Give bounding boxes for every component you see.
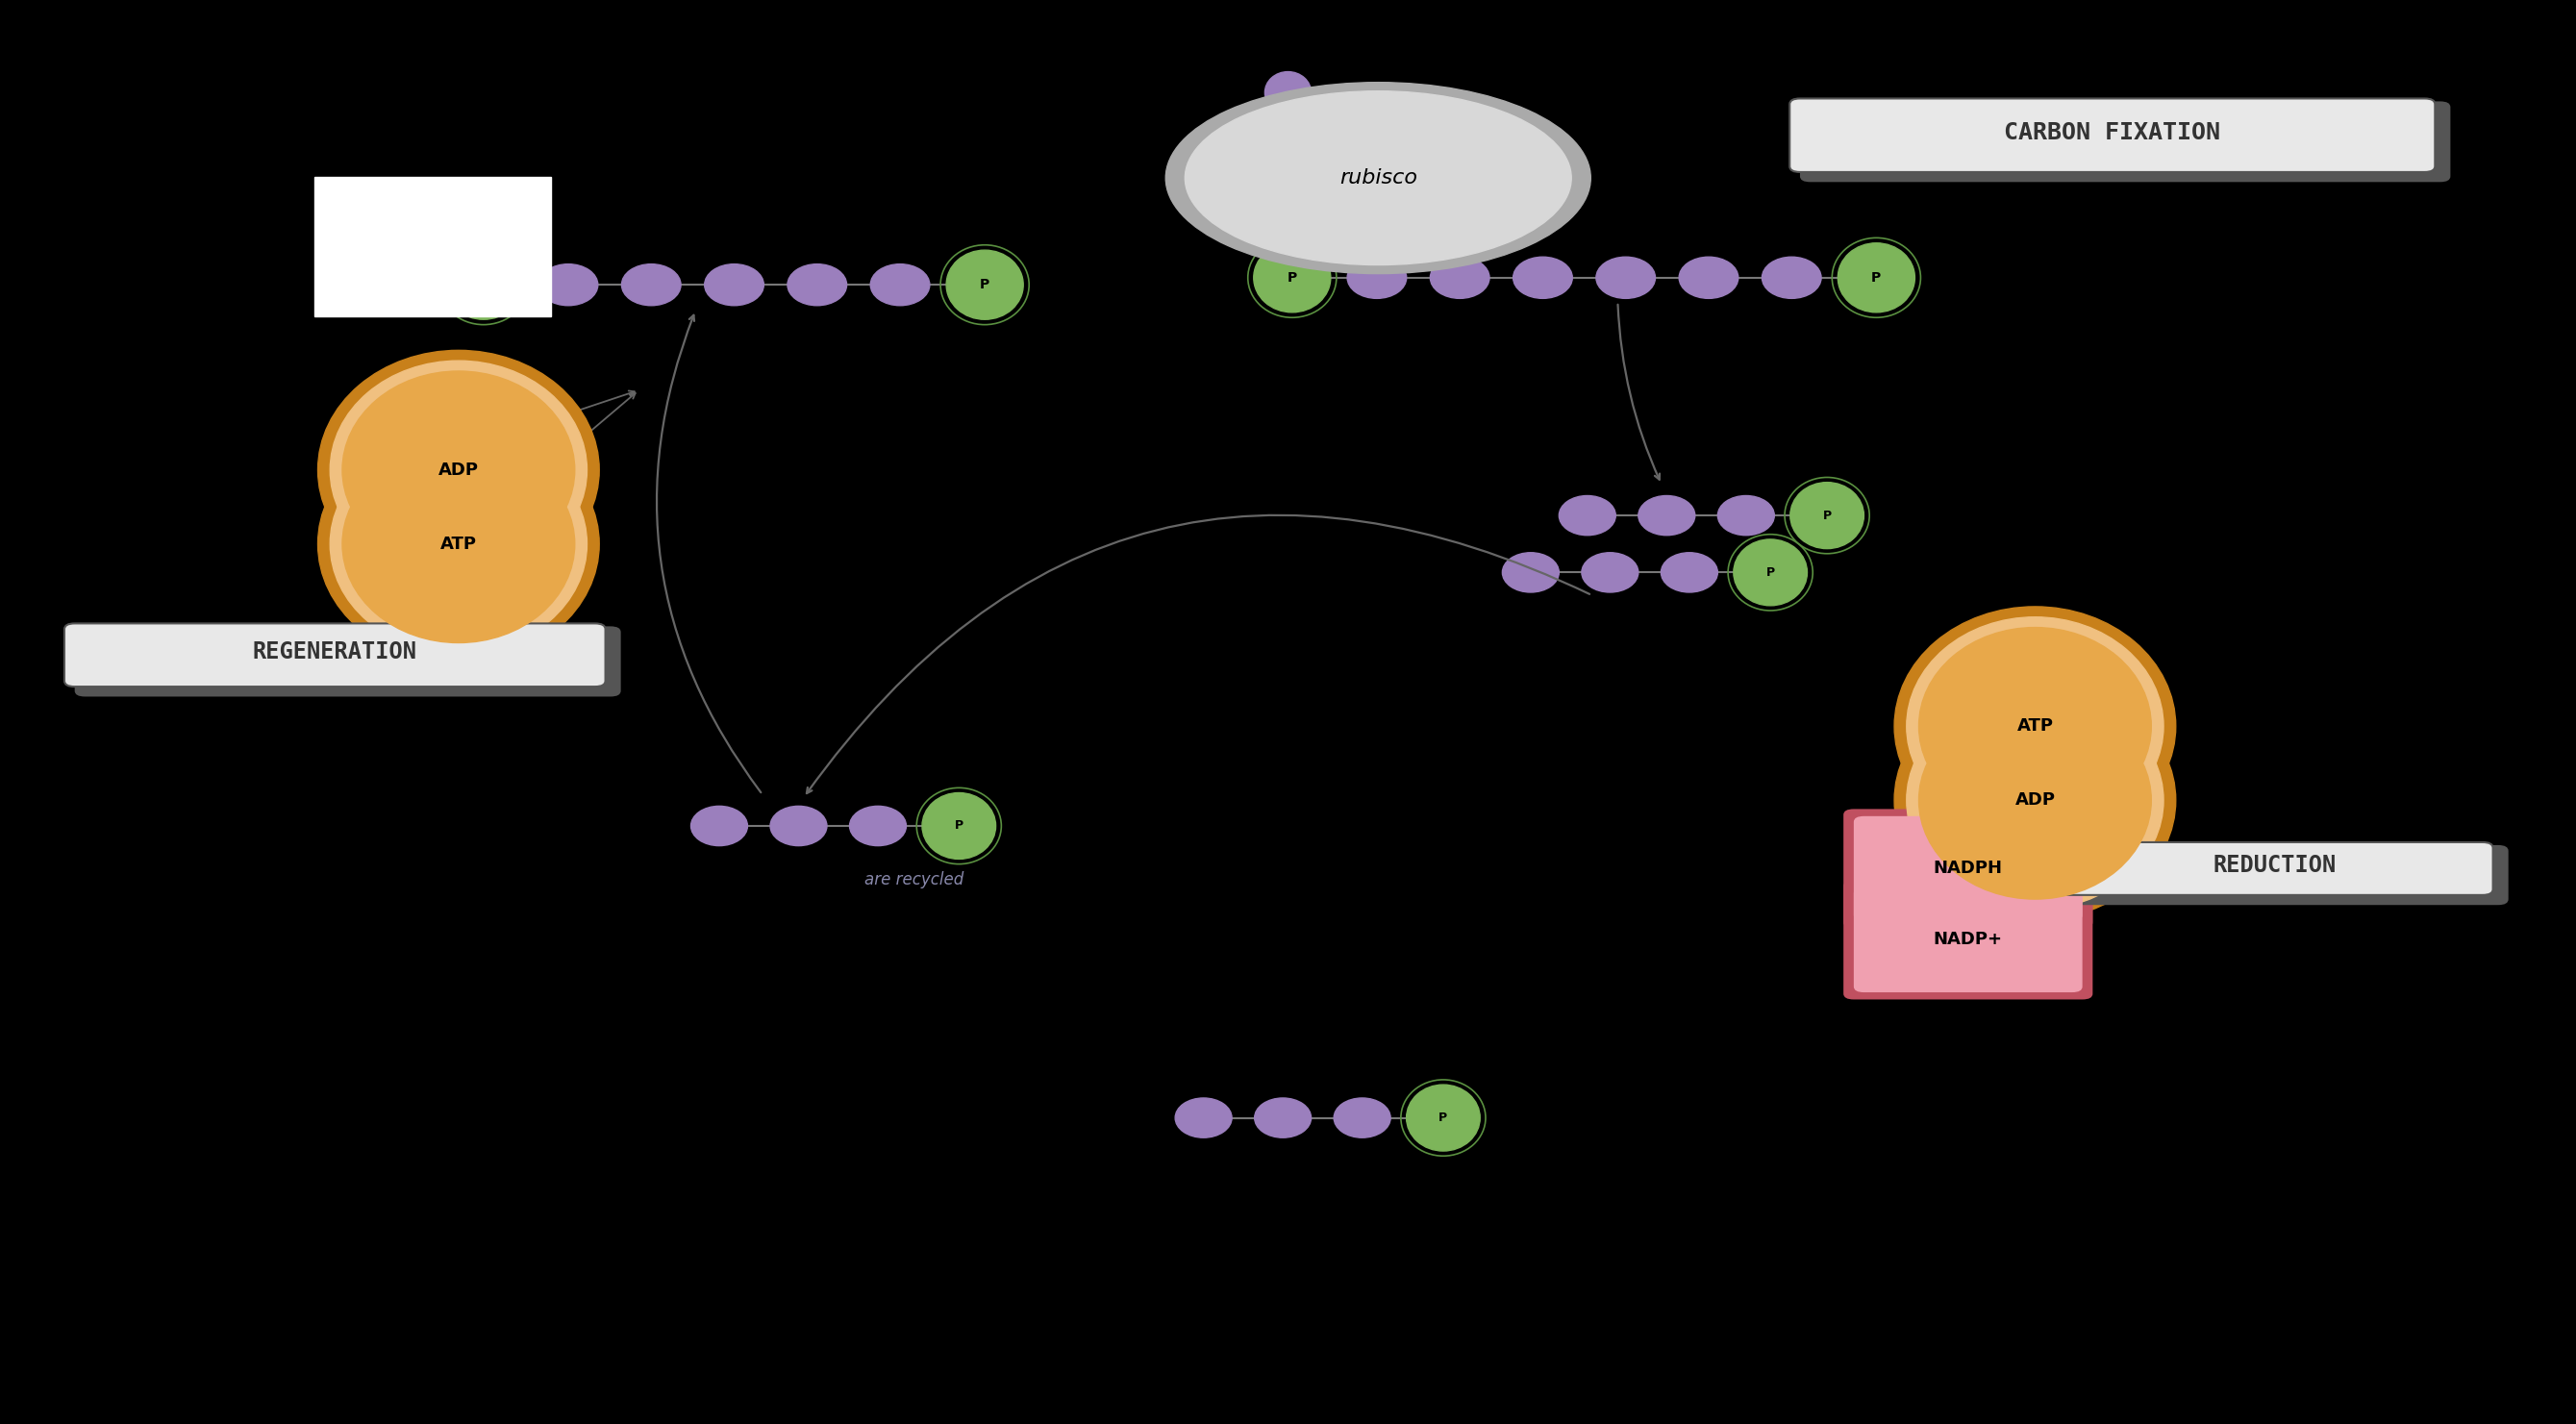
Ellipse shape: [1512, 256, 1571, 299]
Ellipse shape: [343, 446, 574, 642]
Text: ATP: ATP: [2017, 718, 2053, 735]
Ellipse shape: [690, 806, 747, 846]
Ellipse shape: [317, 424, 600, 664]
FancyBboxPatch shape: [1801, 101, 2450, 182]
Ellipse shape: [1893, 607, 2177, 846]
Ellipse shape: [1255, 1098, 1311, 1138]
Text: P: P: [479, 278, 489, 292]
FancyBboxPatch shape: [2056, 842, 2494, 896]
Ellipse shape: [1662, 553, 1718, 592]
Ellipse shape: [1597, 256, 1656, 299]
Ellipse shape: [1893, 681, 2177, 920]
Ellipse shape: [1406, 1085, 1481, 1151]
Text: ATP: ATP: [440, 535, 477, 553]
Text: REGENERATION: REGENERATION: [252, 641, 417, 664]
Ellipse shape: [1582, 553, 1638, 592]
Text: REDUCTION: REDUCTION: [2213, 854, 2336, 877]
Ellipse shape: [1762, 256, 1821, 299]
Text: P: P: [1824, 510, 1832, 521]
Ellipse shape: [330, 360, 587, 580]
Text: P: P: [1440, 1112, 1448, 1124]
Ellipse shape: [1167, 83, 1592, 273]
FancyBboxPatch shape: [2066, 844, 2509, 906]
Text: CARBON FIXATION: CARBON FIXATION: [2004, 121, 2221, 144]
Text: ADP: ADP: [438, 461, 479, 478]
Text: NADPH: NADPH: [1935, 860, 2002, 877]
Ellipse shape: [330, 434, 587, 654]
FancyBboxPatch shape: [1790, 98, 2434, 172]
Ellipse shape: [1680, 256, 1739, 299]
Ellipse shape: [1185, 91, 1571, 265]
Text: rubisco: rubisco: [1340, 168, 1417, 188]
Ellipse shape: [1430, 256, 1489, 299]
Text: P: P: [956, 820, 963, 832]
Text: P: P: [1767, 567, 1775, 578]
Text: ADP: ADP: [2014, 792, 2056, 809]
Ellipse shape: [922, 793, 997, 859]
FancyBboxPatch shape: [1855, 816, 2081, 921]
Ellipse shape: [871, 263, 930, 306]
Ellipse shape: [1638, 496, 1695, 535]
FancyBboxPatch shape: [1844, 809, 2092, 928]
Ellipse shape: [317, 350, 600, 590]
Ellipse shape: [1265, 71, 1311, 114]
Text: NADP+: NADP+: [1935, 931, 2002, 948]
Ellipse shape: [1837, 244, 1914, 312]
Ellipse shape: [1734, 540, 1808, 605]
Ellipse shape: [1175, 1098, 1231, 1138]
Ellipse shape: [1502, 553, 1558, 592]
Ellipse shape: [850, 806, 907, 846]
Ellipse shape: [621, 263, 680, 306]
Ellipse shape: [1906, 691, 2164, 910]
FancyBboxPatch shape: [64, 624, 605, 686]
Ellipse shape: [770, 806, 827, 846]
FancyBboxPatch shape: [75, 627, 621, 696]
Ellipse shape: [343, 372, 574, 568]
Ellipse shape: [1919, 702, 2151, 899]
Text: P: P: [1870, 271, 1880, 285]
FancyBboxPatch shape: [1855, 887, 2081, 993]
Ellipse shape: [945, 251, 1023, 319]
Ellipse shape: [1906, 617, 2164, 836]
Ellipse shape: [446, 251, 523, 319]
Ellipse shape: [1919, 628, 2151, 824]
Ellipse shape: [538, 263, 598, 306]
Text: P: P: [979, 278, 989, 292]
Ellipse shape: [1347, 256, 1406, 299]
Ellipse shape: [706, 263, 762, 306]
Ellipse shape: [1718, 496, 1775, 535]
Text: P: P: [1288, 271, 1298, 285]
Ellipse shape: [1255, 244, 1332, 312]
Ellipse shape: [1790, 483, 1865, 548]
FancyBboxPatch shape: [1844, 880, 2092, 1000]
Bar: [314, 177, 551, 316]
Ellipse shape: [1558, 496, 1615, 535]
Ellipse shape: [1334, 1098, 1391, 1138]
Text: are recycled: are recycled: [866, 871, 963, 889]
Ellipse shape: [788, 263, 848, 306]
